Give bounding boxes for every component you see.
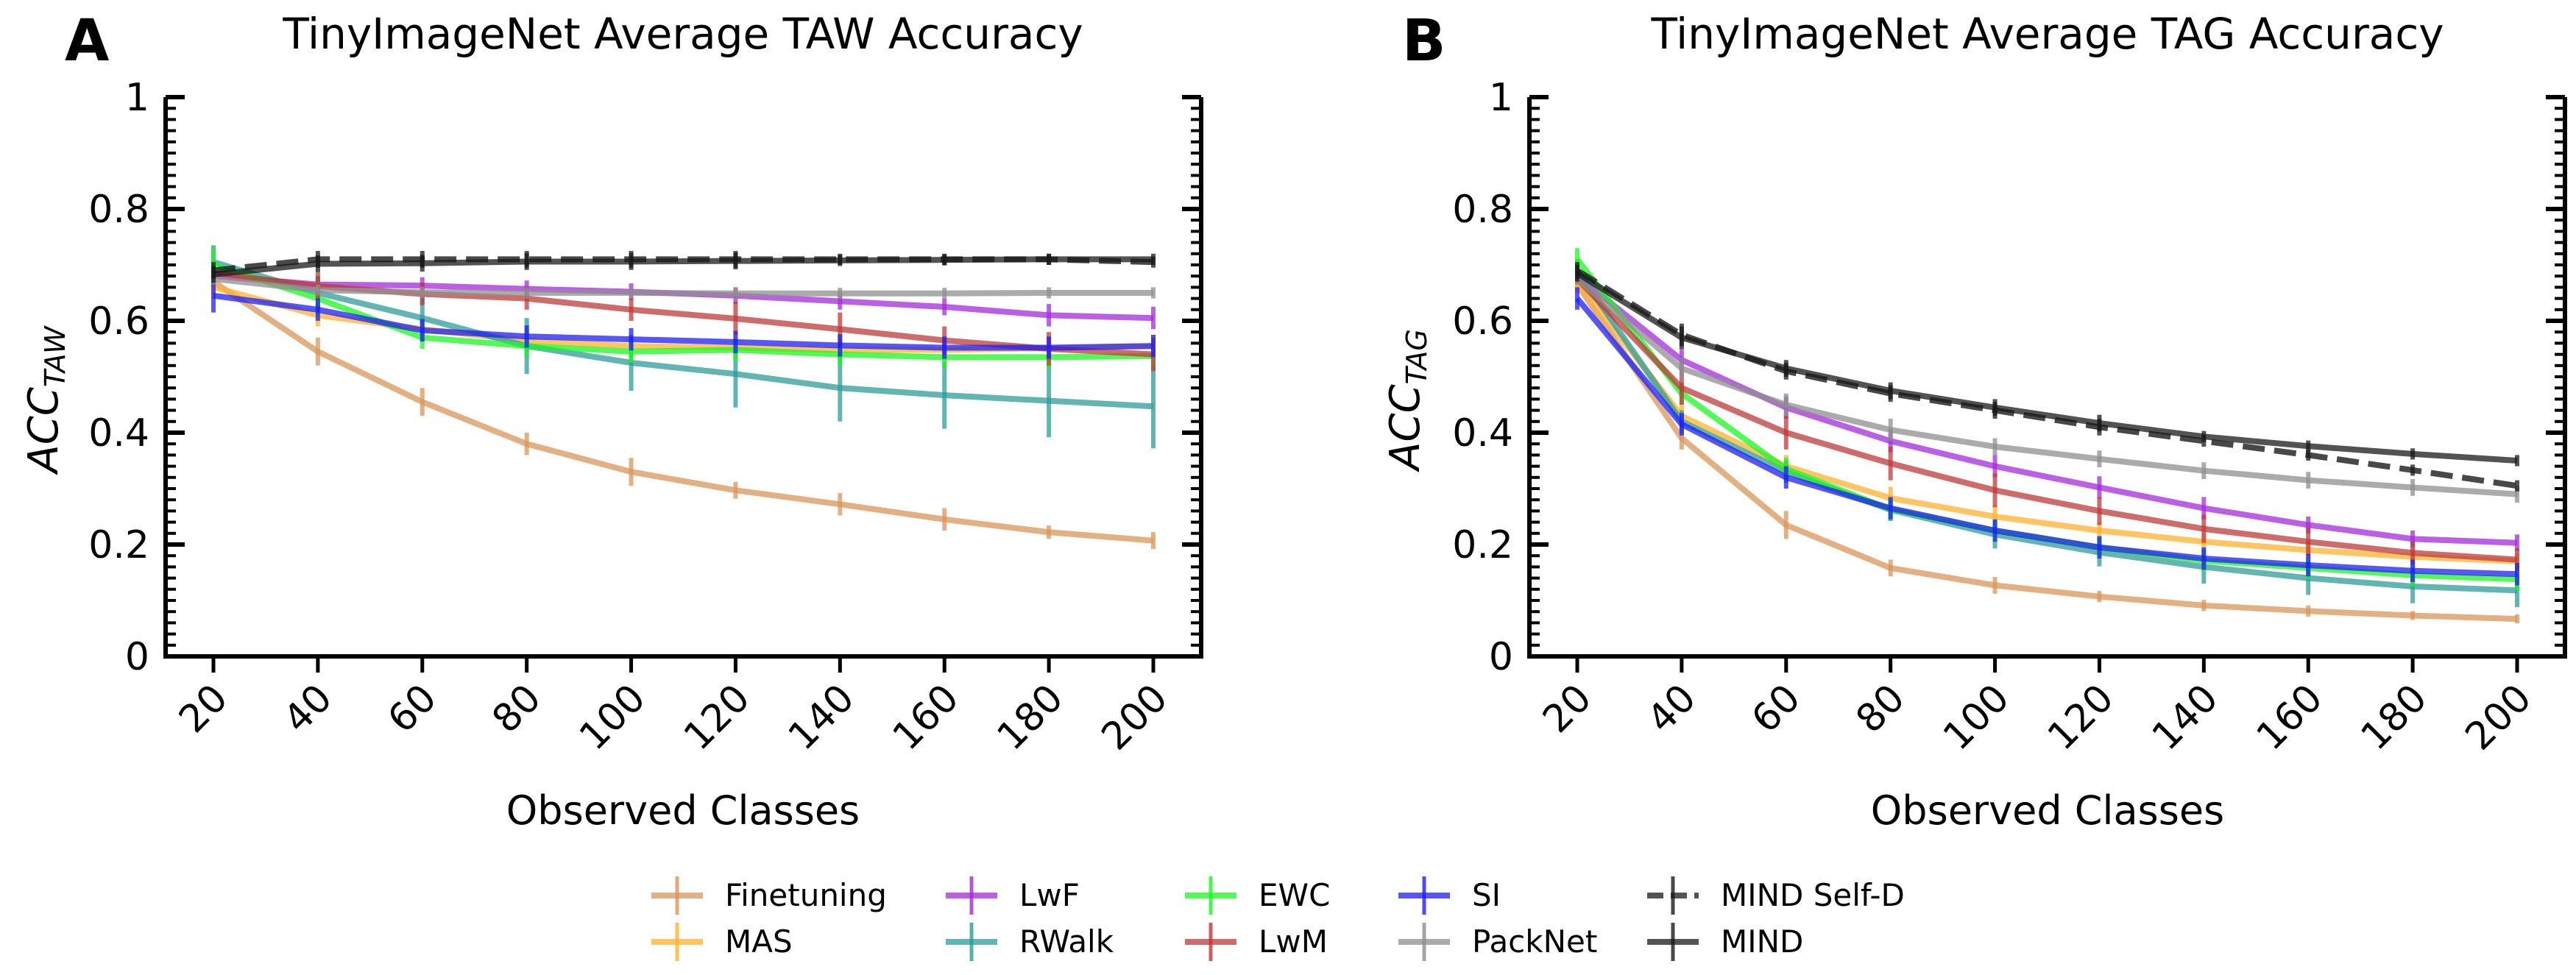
legend: Finetuning MAS LwF RWalk EWC LwM SI PackNet MIND… bbox=[651, 876, 1905, 961]
y-axis-label-sub: TAG bbox=[1401, 329, 1433, 384]
x-axis-label: Observed Classes bbox=[506, 787, 860, 834]
series-line-finetuning bbox=[211, 279, 1154, 544]
series-line-mas bbox=[1574, 280, 2518, 564]
series-line-si bbox=[213, 292, 1154, 351]
y-tick-label: 1 bbox=[125, 76, 149, 120]
legend-label: MIND Self-D bbox=[1721, 877, 1905, 913]
series-line-packnet bbox=[1575, 276, 2518, 497]
series-si bbox=[211, 279, 1156, 359]
x-tick-label: 160 bbox=[2248, 676, 2332, 759]
x-tick-label: 200 bbox=[2458, 676, 2541, 759]
series-line-rwalk bbox=[212, 259, 1154, 410]
legend-item-mas: MAS bbox=[651, 923, 793, 961]
x-tick-label: 60 bbox=[1744, 676, 1809, 742]
x-tick-label: 140 bbox=[780, 676, 863, 759]
legend-item-si: SI bbox=[1398, 876, 1501, 915]
legend-label: MAS bbox=[725, 923, 793, 960]
y-axis-label: ACCTAG bbox=[1381, 329, 1433, 472]
legend-label: EWC bbox=[1259, 877, 1330, 913]
y-tick-label: 0.4 bbox=[88, 411, 149, 455]
panel-letter: B bbox=[1402, 8, 1446, 74]
legend-label: Finetuning bbox=[725, 877, 887, 913]
x-tick-label: 180 bbox=[989, 676, 1072, 759]
x-tick-label: 40 bbox=[1639, 676, 1705, 742]
y-axis-label-main: ACC bbox=[1381, 384, 1429, 472]
legend-item-packnet: PackNet bbox=[1398, 923, 1597, 961]
panel-a: A TinyImageNet Average TAW Accuracy 0 0.2… bbox=[20, 8, 1203, 834]
legend-item-finetuning: Finetuning bbox=[651, 876, 887, 915]
legend-item-lwm: LwM bbox=[1185, 923, 1328, 961]
legend-label: PackNet bbox=[1472, 923, 1597, 960]
panel-letter: A bbox=[65, 8, 109, 74]
series-mind bbox=[1575, 265, 2519, 467]
y-tick-label: 0.4 bbox=[1452, 411, 1513, 455]
series-line-si bbox=[1574, 297, 2518, 578]
y-tick-label: 0 bbox=[125, 635, 149, 679]
panel-b: B TinyImageNet Average TAG Accuracy 0 0.2… bbox=[1381, 8, 2567, 834]
y-tick-label: 0.2 bbox=[88, 523, 149, 567]
x-tick-label: 120 bbox=[676, 676, 759, 759]
legend-label: LwM bbox=[1259, 923, 1328, 960]
x-tick-label: 60 bbox=[380, 676, 445, 742]
x-tick-label: 100 bbox=[571, 676, 654, 759]
y-tick-label: 0.2 bbox=[1452, 523, 1513, 567]
series-line-mind bbox=[1575, 270, 2518, 464]
chart-title: TinyImageNet Average TAG Accuracy bbox=[1650, 9, 2444, 59]
x-tick-label: 20 bbox=[171, 676, 236, 742]
y-tick-label: 0 bbox=[1489, 635, 1513, 679]
y-axis-label: ACCTAW bbox=[20, 325, 71, 475]
y-tick-label: 0.6 bbox=[88, 299, 149, 344]
legend-label: SI bbox=[1472, 877, 1501, 913]
series-lwf bbox=[1575, 270, 2519, 552]
x-tick-label: 200 bbox=[1094, 676, 1177, 759]
x-tick-label: 100 bbox=[1935, 676, 2018, 759]
series-line-mind bbox=[213, 256, 1153, 277]
series-line-finetuning bbox=[1574, 283, 2518, 623]
legend-label: MIND bbox=[1721, 923, 1803, 960]
chart-title: TinyImageNet Average TAW Accuracy bbox=[282, 9, 1083, 59]
y-tick-label: 0.8 bbox=[1452, 188, 1513, 232]
y-axis-label-sub: TAW bbox=[39, 325, 71, 387]
y-tick-label: 1 bbox=[1489, 76, 1513, 120]
series-si bbox=[1574, 287, 2519, 586]
series-line-lwm bbox=[1575, 277, 2518, 563]
x-tick-label: 80 bbox=[484, 676, 550, 742]
x-tick-label: 160 bbox=[885, 676, 968, 759]
legend-label: LwF bbox=[1019, 877, 1080, 913]
x-tick-label: 20 bbox=[1535, 676, 1600, 742]
legend-item-mind-self-d: MIND Self-D bbox=[1647, 876, 1905, 915]
y-tick-label: 0.6 bbox=[1452, 299, 1513, 344]
y-tick-label: 0.8 bbox=[88, 188, 149, 232]
y-axis-label-main: ACC bbox=[20, 387, 68, 475]
x-tick-label: 120 bbox=[2039, 676, 2123, 759]
legend-label: RWalk bbox=[1019, 923, 1114, 960]
legend-item-rwalk: RWalk bbox=[946, 923, 1114, 961]
legend-item-mind: MIND bbox=[1647, 923, 1803, 961]
series-finetuning bbox=[211, 276, 1156, 550]
legend-item-ewc: EWC bbox=[1185, 876, 1330, 915]
x-tick-label: 80 bbox=[1848, 676, 1914, 742]
x-tick-label: 40 bbox=[275, 676, 341, 742]
legend-item-lwf: LwF bbox=[946, 876, 1080, 915]
x-axis-label: Observed Classes bbox=[1871, 787, 2224, 834]
series-mind bbox=[211, 252, 1156, 283]
series-line-packnet bbox=[213, 276, 1153, 297]
x-tick-label: 140 bbox=[2144, 676, 2227, 759]
series-line-rwalk bbox=[1574, 269, 2518, 594]
x-tick-label: 180 bbox=[2353, 676, 2436, 759]
